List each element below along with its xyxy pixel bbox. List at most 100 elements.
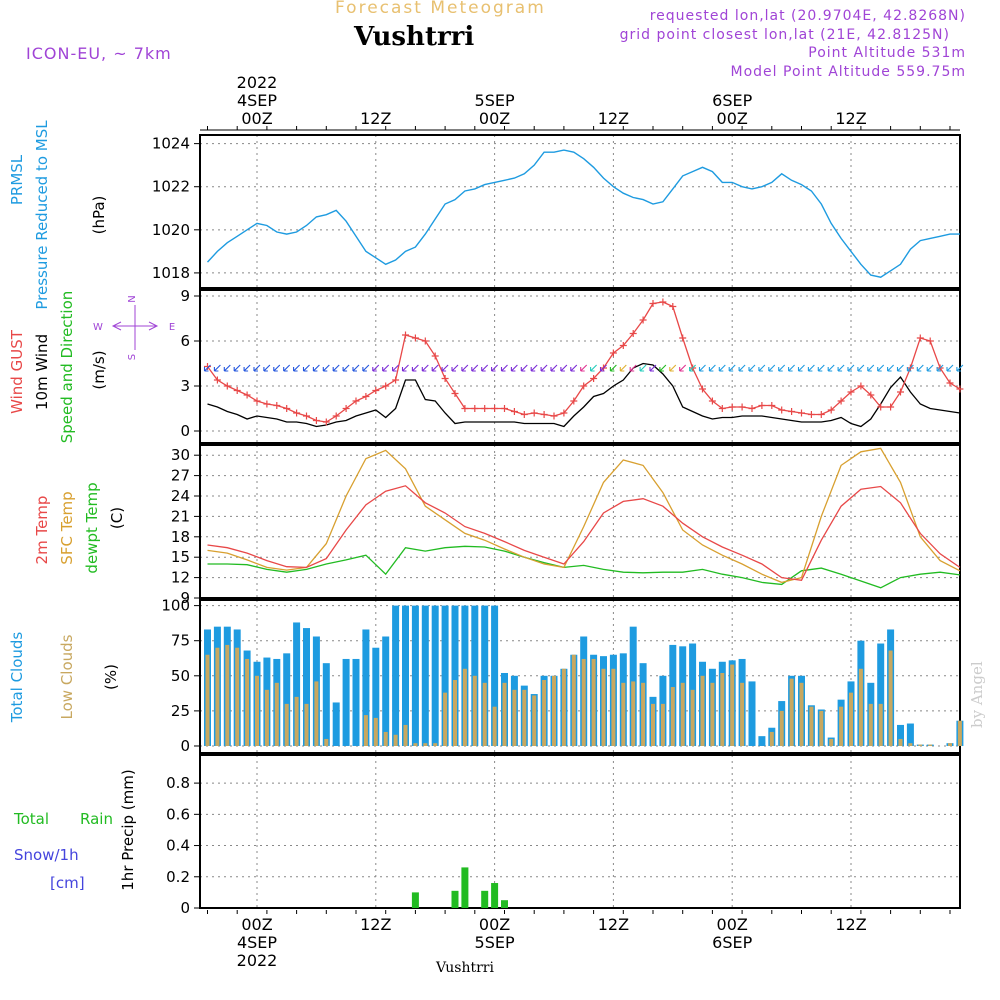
total-cloud-bar [481, 605, 489, 746]
bottom-time-label: 6SEP [712, 933, 752, 952]
y-tick-label: 0.4 [166, 837, 190, 855]
wind-direction-arrow [481, 364, 489, 372]
wind-gust-marker [669, 303, 677, 310]
wind-gust-marker [263, 400, 271, 408]
y-tick-label: 0.6 [166, 805, 190, 823]
panel-frame [199, 754, 961, 909]
y-tick-label: 0.2 [166, 868, 190, 886]
wind-gust-marker [243, 391, 251, 399]
wind-direction-arrow [728, 364, 736, 372]
wind-gust-marker [590, 375, 598, 382]
wind-direction-arrow [540, 364, 548, 372]
low-cloud-bar [492, 706, 497, 746]
wind-direction-arrow [253, 364, 261, 372]
low-cloud-bar [205, 654, 210, 746]
wind-direction-arrow [936, 364, 944, 372]
wind-gust-marker [411, 334, 419, 342]
panel-frame [199, 599, 961, 754]
label-wind-gust: Wind GUST [8, 329, 26, 414]
low-cloud-bar [641, 682, 646, 746]
top-time-label: 6SEP [712, 91, 752, 110]
location-title: Vushtrri [354, 22, 475, 52]
low-cloud-bar [928, 744, 933, 746]
total-cloud-bar [441, 605, 449, 746]
pressure-line [206, 149, 960, 278]
top-time-label: 5SEP [475, 91, 515, 110]
wind-gust-marker [758, 402, 766, 409]
panel-frame [199, 134, 961, 289]
low-cloud-bar [769, 731, 774, 746]
total-cloud-bar [431, 605, 439, 746]
low-cloud-bar [245, 658, 250, 746]
wind-direction-arrow [352, 364, 360, 372]
label-percent: (%) [102, 664, 120, 690]
wind-direction-arrow [580, 364, 588, 372]
wind-direction-arrow [520, 364, 528, 372]
top-time-label: 12Z [598, 109, 629, 128]
total-cloud-bar [402, 605, 409, 746]
total-cloud-bar [451, 605, 459, 746]
label-ms: (m/s) [90, 350, 108, 389]
wind-gust-marker [817, 411, 825, 418]
y-tick-label: 6 [180, 332, 190, 350]
rain-bar [461, 867, 469, 908]
wind-gust-marker [481, 405, 489, 412]
low-cloud-bar [373, 717, 378, 746]
wind-direction-arrow [748, 364, 756, 372]
wind-gust-marker [639, 316, 647, 324]
wind-gust-marker [768, 402, 776, 409]
wind-direction-arrow [669, 364, 677, 372]
wind-gust-marker [332, 412, 340, 420]
low-cloud-bar [720, 672, 725, 746]
total-cloud-bar [342, 658, 350, 746]
point-altitude: Point Altitude 531m [808, 45, 966, 61]
low-cloud-bar [858, 668, 863, 746]
wind-gust-marker [520, 411, 528, 418]
wind-gust-marker [728, 403, 736, 411]
wind-gust-marker [491, 405, 499, 412]
wind-direction-arrow [629, 364, 637, 372]
wind-direction-arrow [461, 364, 469, 372]
low-cloud-bar [225, 644, 230, 746]
wind-direction-arrow [203, 364, 211, 372]
wind-direction-arrow [362, 364, 370, 372]
low-cloud-bar [462, 668, 467, 746]
wind-gust-marker [778, 406, 786, 414]
low-cloud-bar [324, 738, 329, 746]
low-cloud-bar [631, 681, 636, 746]
wind-direction-arrow [916, 364, 924, 372]
wind-direction-arrow [956, 364, 964, 372]
low-cloud-bar [601, 668, 606, 746]
bottom-time-label: 12Z [598, 915, 629, 934]
wind-gust-marker [956, 385, 964, 393]
label-low-clouds: Low Clouds [58, 634, 76, 719]
wind-direction-arrow [768, 364, 776, 372]
wind-direction-arrow [906, 364, 914, 372]
wind-direction-arrow [698, 364, 706, 372]
wind-gust-marker [837, 397, 845, 405]
wind-direction-arrow [273, 364, 281, 372]
wind-gust-marker [827, 406, 835, 414]
low-cloud-bar [532, 695, 537, 746]
wind-gust-marker [926, 337, 934, 345]
low-cloud-bar [660, 703, 665, 746]
panel-frame [199, 444, 961, 599]
wind-direction-arrow [946, 364, 954, 372]
wind-gust-marker [501, 405, 508, 412]
low-cloud-bar [522, 689, 527, 746]
low-cloud-bar [512, 689, 517, 746]
wind-direction-arrow [372, 364, 380, 372]
top-time-label: 00Z [241, 109, 272, 128]
wind-gust-marker [897, 388, 904, 396]
low-cloud-bar [670, 687, 675, 746]
wind-gust-marker [372, 387, 380, 394]
y-tick-label: 3 [180, 377, 190, 395]
wind-direction-arrow [213, 364, 221, 372]
wind-direction-arrow [560, 364, 568, 372]
wind-direction-arrow [550, 364, 558, 372]
total-cloud-bar [897, 724, 904, 746]
low-cloud-bar [591, 658, 596, 746]
wind-direction-arrow [738, 364, 746, 372]
low-cloud-bar [730, 664, 735, 746]
